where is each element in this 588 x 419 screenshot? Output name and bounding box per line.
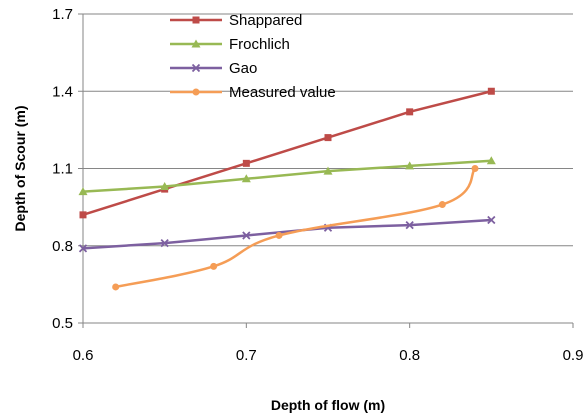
y-tick-label-0: 0.5	[52, 315, 73, 332]
data-point-3-1	[210, 262, 218, 270]
x-tick-label-2: 0.8	[399, 347, 420, 364]
data-point-3-2	[275, 231, 283, 239]
data-point-1-5	[486, 156, 496, 165]
legend-label-1: Frochlich	[229, 36, 290, 53]
y-axis-title: Depth of Scour (m)	[12, 106, 28, 232]
x-tick-label-1: 0.7	[236, 347, 257, 364]
series-line-2	[81, 218, 493, 250]
data-point-1-1	[160, 182, 170, 191]
legend: Shappared Frochlich Gao Measured value	[170, 12, 336, 101]
data-point-1-3	[323, 166, 333, 175]
x-axis-title: Depth of flow (m)	[271, 397, 385, 413]
data-point-1-2	[241, 174, 251, 183]
data-point-2-5	[487, 215, 496, 225]
data-point-0-5	[487, 87, 495, 95]
x-tick-label-0: 0.6	[73, 347, 94, 364]
gridlines	[83, 13, 573, 247]
data-point-1-4	[405, 161, 415, 170]
legend-label-2: Gao	[229, 60, 257, 77]
data-point-0-3	[324, 134, 332, 142]
data-point-3-4	[471, 165, 479, 172]
legend-item-0: Shappared	[170, 12, 302, 29]
y-tick-label-2: 1.1	[52, 161, 73, 178]
data-point-0-2	[242, 159, 250, 167]
tick-labels: 0.5 0.8 1.1 1.4 1.7 0.6 0.7 0.8 0.9	[52, 6, 583, 364]
legend-marker-0	[192, 16, 200, 24]
legend-item-1: Frochlich	[170, 36, 290, 53]
legend-label-0: Shappared	[229, 12, 302, 29]
data-point-0-4	[406, 108, 414, 116]
series-0	[79, 87, 495, 219]
series-3	[112, 165, 479, 291]
series-line-1	[81, 159, 493, 193]
data-point-0-0	[79, 211, 87, 219]
series-group	[78, 87, 496, 291]
y-tick-label-1: 0.8	[52, 238, 73, 255]
y-tick-label-3: 1.4	[52, 83, 73, 100]
data-point-1-0	[78, 187, 88, 196]
legend-marker-1	[191, 39, 201, 48]
x-tick-label-3: 0.9	[563, 347, 584, 364]
data-point-2-0	[78, 244, 88, 253]
data-point-3-3	[438, 201, 446, 209]
legend-item-2: Gao	[170, 60, 257, 77]
data-point-2-4	[405, 221, 414, 230]
series-1	[78, 156, 496, 196]
legend-marker-3	[192, 88, 200, 96]
axes	[78, 13, 574, 328]
legend-marker-2	[191, 63, 201, 73]
data-point-2-2	[242, 231, 251, 240]
legend-label-3: Measured value	[229, 84, 336, 101]
y-tick-label-4: 1.7	[52, 6, 73, 23]
legend-item-3: Measured value	[170, 84, 336, 101]
series-line-0	[81, 90, 493, 217]
data-point-2-1	[160, 239, 169, 248]
data-point-3-0	[112, 283, 120, 291]
